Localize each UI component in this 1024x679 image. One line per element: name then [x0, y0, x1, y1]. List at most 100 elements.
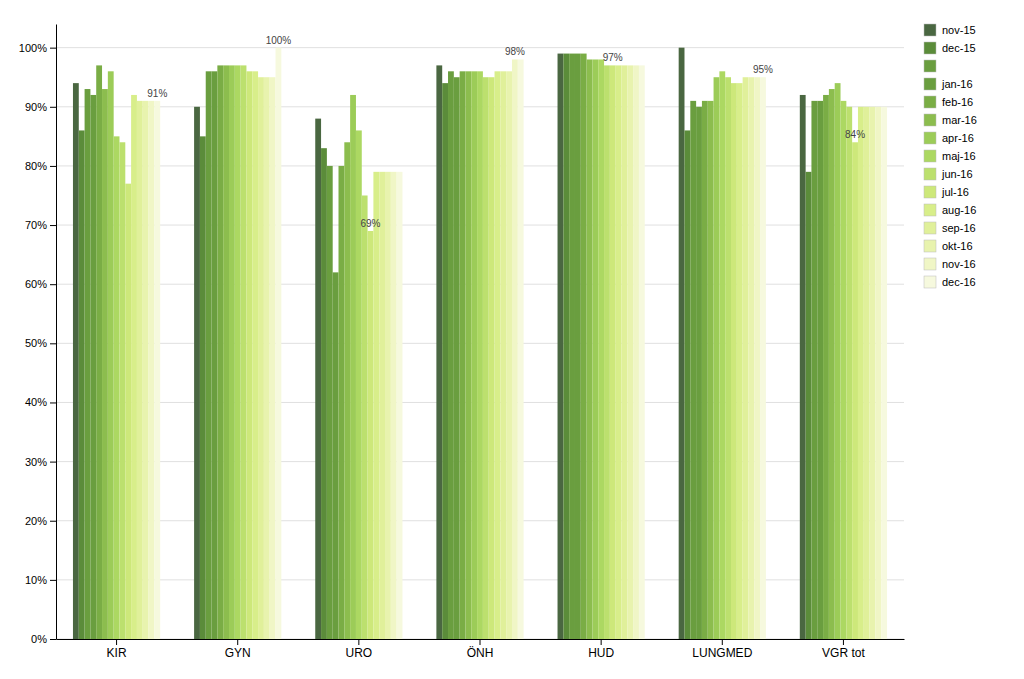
bar	[154, 101, 160, 639]
bar-series	[73, 48, 806, 639]
legend-swatch	[924, 258, 936, 270]
bar	[817, 101, 823, 639]
bar-series	[149, 59, 882, 639]
x-tick: HUD	[588, 639, 614, 660]
bar	[621, 65, 627, 639]
bar	[471, 71, 477, 639]
x-axis: KIRGYNUROÖNHHUDLUNGMEDVGR tot	[57, 639, 905, 660]
bar	[362, 195, 368, 639]
x-tick: VGR tot	[822, 639, 865, 660]
bar	[846, 107, 852, 639]
bar	[512, 59, 518, 639]
bar	[119, 142, 125, 639]
bar	[448, 71, 454, 639]
bar-series	[125, 65, 858, 639]
y-tick-label: 20%	[25, 515, 47, 527]
y-tick: 30%	[25, 456, 56, 468]
bar	[841, 101, 847, 639]
legend-swatch	[924, 222, 936, 234]
bar	[506, 71, 512, 639]
bar-series	[102, 59, 835, 639]
legend-swatch	[924, 24, 936, 36]
legend-label: nov-16	[942, 258, 976, 270]
y-tick: 80%	[25, 160, 56, 172]
y-tick-label: 50%	[25, 337, 47, 349]
bar	[252, 71, 258, 639]
bar	[125, 184, 131, 639]
legend-label: sep-16	[942, 222, 976, 234]
bar-series	[137, 65, 870, 639]
bar	[194, 107, 200, 639]
x-tick-mark	[116, 639, 117, 645]
bar	[748, 77, 754, 639]
legend-label: aug-16	[942, 204, 976, 216]
bar	[604, 65, 610, 639]
annotations: 91%100%69%98%97%95%84%	[147, 35, 865, 229]
bar	[852, 142, 858, 639]
bar	[627, 65, 633, 639]
bar	[96, 65, 102, 639]
bar	[143, 101, 149, 639]
bar	[806, 172, 812, 639]
x-tick: ÖNH	[467, 639, 494, 660]
x-tick-label: URO	[346, 646, 373, 660]
legend-item: nov-16	[924, 258, 976, 270]
bar	[235, 65, 241, 639]
legend-item: aug-16	[924, 204, 976, 216]
bar	[114, 136, 120, 639]
bar	[373, 172, 379, 639]
bar-series	[131, 65, 864, 639]
annotation: 98%	[505, 46, 525, 57]
bar	[108, 71, 114, 639]
bar	[258, 77, 264, 639]
legend-swatch	[924, 276, 936, 288]
x-tick: KIR	[107, 639, 127, 660]
bar	[200, 136, 206, 639]
legend-label: nov-15	[942, 24, 976, 36]
legend-swatch	[924, 60, 936, 72]
y-tick: 90%	[25, 101, 56, 113]
bar	[102, 89, 108, 639]
y-tick: 100%	[19, 42, 56, 54]
y-tick-mark	[50, 462, 56, 463]
bar	[563, 54, 569, 639]
bar-series	[108, 59, 841, 639]
legend-swatch	[924, 204, 936, 216]
bar-series	[85, 54, 818, 639]
bar	[131, 95, 137, 639]
bar	[350, 95, 356, 639]
bar	[397, 172, 403, 639]
bar	[264, 77, 270, 639]
bar	[870, 107, 876, 639]
y-tick-mark	[50, 580, 56, 581]
legend-swatch	[924, 186, 936, 198]
x-tick: URO	[346, 639, 373, 660]
legend-swatch	[924, 114, 936, 126]
bar	[315, 119, 321, 639]
legend-label: maj-16	[942, 150, 976, 162]
bar	[823, 95, 829, 639]
legend-item: nov-15	[924, 24, 976, 36]
bar	[731, 83, 737, 639]
y-tick: 40%	[25, 396, 56, 408]
y-tick: 0%	[31, 633, 56, 645]
bar	[835, 83, 841, 639]
bar	[379, 172, 385, 639]
legend-label: feb-16	[942, 96, 973, 108]
annotation: 95%	[753, 64, 773, 75]
bar	[333, 272, 339, 639]
x-tick-label: HUD	[588, 646, 614, 660]
bar	[385, 172, 391, 639]
bar	[558, 54, 564, 639]
legend-swatch	[924, 150, 936, 162]
bar	[708, 101, 714, 639]
bar	[436, 65, 442, 639]
legend-item: jan-16	[924, 78, 973, 90]
bar	[696, 107, 702, 639]
legend-label: jul-16	[941, 186, 969, 198]
y-tick: 20%	[25, 515, 56, 527]
y-tick-mark	[50, 166, 56, 167]
legend-swatch	[924, 42, 936, 54]
legend-item: jul-16	[924, 186, 969, 198]
bar	[85, 89, 91, 639]
